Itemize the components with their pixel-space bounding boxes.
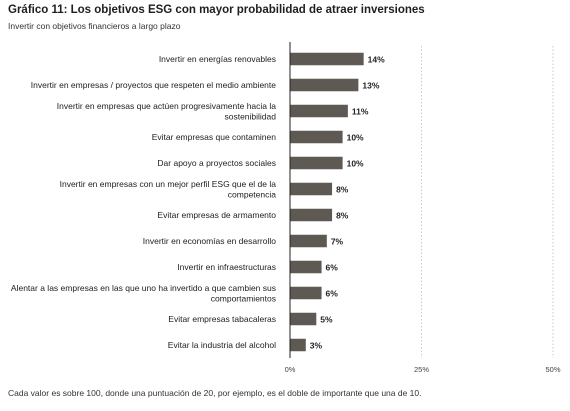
category-label: competencia [228,189,276,199]
bar [290,286,322,300]
bar-value-label: 7% [331,237,344,247]
bar-value-label: 3% [310,341,323,351]
category-label: Dar apoyo a proyectos sociales [157,158,276,168]
bar [290,208,333,222]
category-label: Invertir en empresas / proyectos que res… [31,80,276,90]
bar-value-label: 10% [347,159,364,169]
bar-value-label: 6% [326,263,339,273]
x-tick-label: 0% [285,365,296,374]
chart-footnote: Cada valor es sobre 100, donde una puntu… [8,388,422,398]
x-tick-label: 25% [414,365,429,374]
bar-value-label: 8% [336,211,349,221]
bar [290,78,359,92]
category-label: comportamientos [211,293,276,303]
x-tick-label: 50% [545,365,560,374]
category-label: Invertir en economías en desarrollo [143,236,277,246]
category-label: Alentar a las empresas en las que uno ha… [11,283,276,293]
chart-title: Gráfico 11: Los objetivos ESG con mayor … [8,4,425,16]
bar-value-label: 14% [368,55,385,65]
category-label: Invertir en empresas que actúen progresi… [57,101,277,111]
category-label: Invertir en infraestructuras [177,262,276,272]
bar-chart: 14% Invertir en energías renovables 13% Inv… [11,42,561,374]
category-label: Invertir en energías renovables [159,54,276,64]
category-label: Evitar empresas tabacaleras [168,314,276,324]
bar-value-label: 5% [320,315,333,325]
bar [290,312,317,326]
bar [290,260,322,274]
chart-subtitle: Invertir con objetivos financieros a lar… [8,21,181,31]
category-label: Evitar empresas que contaminen [152,132,277,142]
category-label: sostenibilidad [224,111,276,121]
bar-value-label: 13% [362,81,379,91]
category-label: Invertir en empresas con un mejor perfil… [60,179,277,189]
bar [290,104,348,118]
bar [290,338,306,352]
category-label: Evitar la industria del alcohol [168,340,276,350]
bar-value-label: 10% [347,133,364,143]
bar-value-label: 11% [352,107,369,117]
bar [290,182,333,196]
bar [290,234,327,248]
bar [290,130,343,144]
category-label: Evitar empresas de armamento [157,210,276,220]
bar [290,52,364,66]
bar [290,156,343,170]
bar-value-label: 8% [336,185,349,195]
bar-value-label: 6% [326,289,339,299]
